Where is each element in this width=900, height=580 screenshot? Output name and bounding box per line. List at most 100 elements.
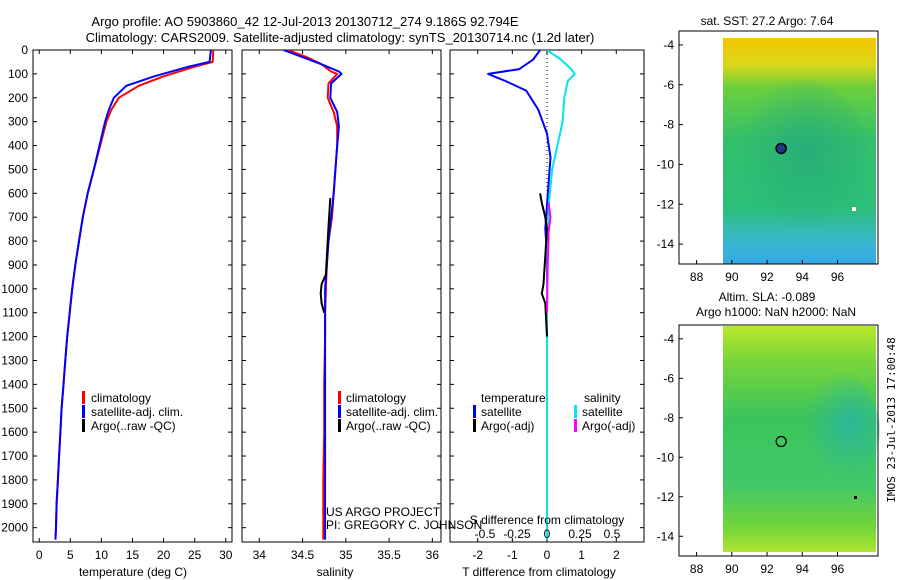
x-tick-label: 36 <box>426 548 440 562</box>
lat-tick-label: -4 <box>663 38 674 52</box>
pi-annotation: PI: GREGORY C. JOHNSON <box>326 518 482 532</box>
sla-map-panel: Altim. SLA: -0.089 Argo h1000: NaN h2000… <box>657 290 880 576</box>
sst-field-anomaly <box>730 80 870 240</box>
legend-title-salinity: salinity <box>584 391 621 405</box>
temperature-ticks: 0 5 10 15 20 25 30 <box>36 50 233 562</box>
legend-label-temp-argo: Argo(-adj) <box>481 419 534 433</box>
sla-map-border <box>678 324 879 557</box>
s-difference-label: S difference from climatology <box>470 513 625 527</box>
x-tick-label: -2 <box>472 548 483 562</box>
s-tick-minus-0.25: -0.25 <box>503 527 531 541</box>
sla-map-ticks: 88 90 92 94 96 -4 -6 -8 -10 -12 -14 <box>657 332 845 576</box>
sla-field-anomaly <box>780 370 880 490</box>
difference-series <box>487 50 576 542</box>
x-tick-label: -1 <box>507 548 518 562</box>
sst-map-title: sat. SST: 27.2 Argo: 7.64 <box>701 14 834 28</box>
lat-tick-label: -8 <box>663 118 674 132</box>
sla-map-title-line2: Argo h1000: NaN h2000: NaN <box>696 305 856 319</box>
depth-tick-label: 200 <box>8 91 28 105</box>
legend-swatch-satellite <box>82 405 85 418</box>
series-line-argo-raw-qc- <box>319 198 332 313</box>
x-tick-label: 0 <box>544 548 551 562</box>
depth-tick-label: 300 <box>8 115 28 129</box>
series-line-salinity-satellite <box>546 50 576 540</box>
s-tick-0.25: 0.25 <box>568 527 592 541</box>
x-tick-label: 30 <box>219 548 233 562</box>
temperature-axes-frame <box>32 49 233 543</box>
legend-swatch-argo <box>82 419 85 432</box>
lat-tick-label: -4 <box>663 332 674 346</box>
legend-label-argo: Argo(..raw -QC) <box>346 419 431 433</box>
depth-tick-label: 1800 <box>1 473 28 487</box>
legend-label-climatology: climatology <box>346 391 406 405</box>
lon-tick-label: 90 <box>725 270 739 284</box>
depth-ticks: 0 100 200 300 400 500 600 700 800 900 1000 1100 1200… <box>1 43 232 535</box>
depth-tick-label: 1900 <box>1 497 28 511</box>
sla-map-title-line1: Altim. SLA: -0.089 <box>719 290 816 304</box>
legend-label-sal-argo: Argo(-adj) <box>582 419 635 433</box>
lat-tick-label: -6 <box>663 371 674 385</box>
lat-tick-label: -10 <box>657 157 675 171</box>
depth-tick-label: 1200 <box>1 330 28 344</box>
depth-tick-label: 700 <box>8 210 28 224</box>
sst-map-ticks: 88 90 92 94 96 -4 -6 -8 -10 -12 -14 <box>657 38 845 284</box>
series-line-satellite-adj-clim- <box>54 50 212 540</box>
depth-tick-label: 1300 <box>1 353 28 367</box>
depth-tick-label: 900 <box>8 258 28 272</box>
lon-tick-label: 90 <box>725 562 739 576</box>
salinity-xlabel: salinity <box>317 565 354 579</box>
float-track-marker <box>852 207 856 211</box>
legend-title-temperature: temperature <box>481 391 546 405</box>
legend-swatch-satellite <box>338 405 341 418</box>
series-line-salinity-argo-adj- <box>546 202 552 313</box>
series-line-satellite-adj-clim- <box>283 50 343 540</box>
imos-timestamp: IMOS 23-Jul-2013 17:00:48 <box>885 337 898 503</box>
sst-map-panel: sat. SST: 27.2 Argo: 7.64 88 90 92 94 96 -4 -6… <box>657 14 879 284</box>
difference-panel: -2 -1 0 1 2 temperature salinity satellite A… <box>449 49 645 579</box>
lon-tick-label: 94 <box>796 270 810 284</box>
depth-tick-label: 1100 <box>2 306 28 320</box>
legend-swatch-temp-argo <box>473 419 476 432</box>
argo-position-marker <box>775 142 787 155</box>
s-tick-0: 0 <box>544 527 551 541</box>
legend-swatch-climatology <box>82 391 85 404</box>
x-tick-label: 34 <box>253 548 267 562</box>
legend-swatch-sal-satellite <box>574 405 577 418</box>
lat-tick-label: -14 <box>657 237 675 251</box>
sst-map-border <box>678 30 879 265</box>
depth-tick-label: 800 <box>8 234 28 248</box>
x-tick-label: 15 <box>126 548 140 562</box>
x-tick-label: 35.5 <box>377 548 401 562</box>
legend-label-satellite: satellite-adj. clim. <box>346 405 438 419</box>
x-tick-label: 35 <box>339 548 353 562</box>
s-tick-0.5: 0.5 <box>604 527 621 541</box>
legend-swatch-argo <box>338 419 341 432</box>
series-line-temperature-argo-adj- <box>539 193 548 337</box>
depth-tick-label: 1400 <box>1 377 28 391</box>
lon-tick-label: 96 <box>831 562 845 576</box>
x-tick-label: 25 <box>188 548 202 562</box>
salinity-legend: climatology satellite-adj. clim. Argo(..… <box>338 391 438 433</box>
legend-label-climatology: climatology <box>91 391 151 405</box>
argo-position-marker <box>775 435 787 448</box>
legend-label-temp-satellite: satellite <box>481 405 522 419</box>
legend-label-satellite: satellite-adj. clim. <box>91 405 183 419</box>
x-tick-label: 5 <box>67 548 74 562</box>
lat-tick-label: -12 <box>657 197 675 211</box>
series-line-temperature-satellite <box>487 50 552 540</box>
x-tick-label: 1 <box>578 548 585 562</box>
t-difference-ticks: -2 -1 0 1 2 <box>472 50 620 562</box>
x-tick-label: 0 <box>36 548 43 562</box>
x-tick-label: 10 <box>95 548 109 562</box>
lat-tick-label: -12 <box>657 490 675 504</box>
depth-tick-label: 2000 <box>1 521 28 535</box>
temperature-xlabel: temperature (deg C) <box>79 565 187 579</box>
depth-tick-label: 1000 <box>1 282 28 296</box>
depth-tick-label: 600 <box>8 186 28 200</box>
figure-title-line1: Argo profile: AO 5903860_42 12-Jul-2013 … <box>91 14 519 29</box>
legend-label-sal-satellite: satellite <box>582 405 623 419</box>
figure-title-line2: Climatology: CARS2009. Satellite-adjuste… <box>86 30 595 45</box>
x-tick-label: 2 <box>613 548 620 562</box>
depth-tick-label: 1600 <box>1 425 28 439</box>
